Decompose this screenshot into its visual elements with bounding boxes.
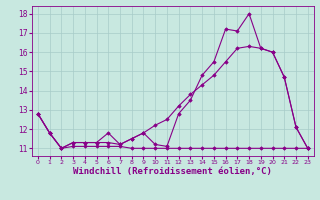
X-axis label: Windchill (Refroidissement éolien,°C): Windchill (Refroidissement éolien,°C) — [73, 167, 272, 176]
